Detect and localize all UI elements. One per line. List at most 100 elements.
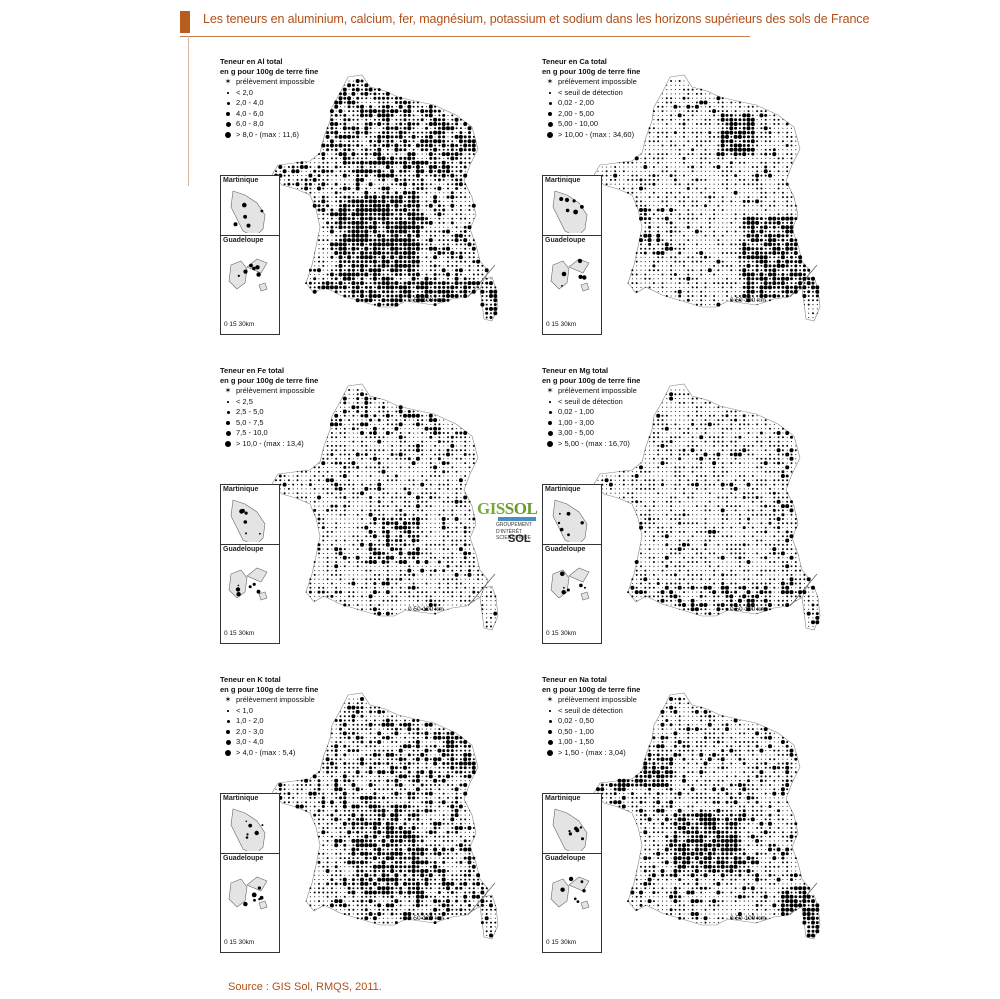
- sample-dot: [443, 505, 445, 507]
- sample-dot: [408, 174, 411, 177]
- sample-dot: [764, 148, 767, 151]
- sample-dot: [472, 153, 475, 156]
- sample-dot: [696, 196, 698, 198]
- sample-dot: [416, 556, 419, 559]
- legend-item: 6,0 - 8,0: [220, 119, 370, 130]
- sample-dot: [434, 213, 437, 216]
- sample-dot: [700, 243, 702, 245]
- sample-dot: [387, 488, 389, 490]
- sample-dot: [408, 299, 411, 302]
- sample-dot: [746, 272, 751, 277]
- sample-dot: [374, 475, 376, 477]
- sample-dot: [374, 419, 376, 421]
- sample-dot: [666, 183, 668, 185]
- sample-dot: [335, 457, 338, 460]
- sample-dot: [739, 175, 741, 177]
- sample-dot: [772, 234, 776, 238]
- sample-dot: [756, 295, 759, 297]
- sample-dot: [661, 226, 664, 228]
- sample-dot: [468, 526, 471, 529]
- sample-dot: [683, 295, 685, 297]
- sample-dot: [451, 479, 453, 481]
- sample-dot: [425, 522, 428, 524]
- sample-dot: [730, 291, 732, 293]
- sample-dot: [395, 457, 398, 460]
- sample-dot: [622, 170, 625, 173]
- sample-dot: [704, 295, 707, 297]
- sample-dot: [493, 311, 498, 316]
- sample-dot: [460, 278, 462, 280]
- sample-dot: [760, 166, 762, 168]
- sample-dot: [327, 544, 329, 546]
- sample-dot: [717, 118, 720, 121]
- sample-dot: [730, 101, 733, 104]
- sample-dot: [692, 226, 694, 228]
- sample-dot: [391, 187, 393, 190]
- sample-dot: [421, 514, 423, 516]
- sample-dot: [425, 200, 428, 203]
- sample-dot: [683, 88, 685, 91]
- sample-dot: [399, 260, 403, 264]
- sample-dot: [403, 530, 407, 534]
- sample-dot: [403, 255, 407, 259]
- sample-dot: [460, 187, 462, 190]
- sample-dot: [357, 432, 359, 434]
- sample-dot: [666, 89, 668, 91]
- sample-dot: [322, 471, 324, 473]
- sample-dot: [443, 256, 445, 258]
- sample-dot: [777, 277, 781, 281]
- sample-dot: [378, 406, 381, 409]
- sample-dot: [357, 445, 359, 447]
- sample-dot: [657, 114, 659, 116]
- sample-dot: [403, 229, 407, 234]
- sample-dot: [360, 233, 364, 238]
- sample-dot: [360, 208, 364, 212]
- sample-dot: [424, 289, 429, 294]
- sample-dot: [361, 428, 363, 430]
- sample-dot: [460, 471, 462, 473]
- sample-dot: [357, 544, 359, 546]
- sample-dot: [468, 522, 471, 524]
- sample-dot: [314, 265, 316, 267]
- sample-dot: [378, 221, 381, 224]
- sample-dot: [335, 269, 338, 272]
- sample-dot: [764, 135, 767, 138]
- sample-dot: [360, 92, 364, 96]
- sample-dot: [430, 187, 432, 190]
- sample-dot: [442, 221, 445, 224]
- sample-dot: [424, 426, 429, 431]
- sample-dot: [459, 239, 462, 242]
- sample-dot: [342, 186, 347, 191]
- sample-dot: [433, 418, 438, 423]
- sample-dot: [790, 209, 793, 211]
- sample-dot: [738, 277, 741, 280]
- sample-dot: [742, 147, 747, 152]
- sample-dot: [368, 512, 373, 517]
- sample-dot: [434, 269, 437, 272]
- sample-dot: [322, 273, 324, 276]
- sample-dot: [417, 114, 419, 116]
- sample-dot: [679, 265, 681, 267]
- sample-dot: [456, 162, 458, 164]
- scale-bar: 0 50 100 km: [730, 297, 766, 304]
- sample-dot: [756, 243, 759, 246]
- sample-dot: [438, 247, 441, 250]
- sample-dot: [443, 436, 445, 438]
- sample-dot: [756, 153, 758, 155]
- sample-dot: [687, 132, 689, 134]
- sample-dot: [369, 436, 372, 439]
- sample-dot: [683, 209, 685, 211]
- sample-dot: [636, 187, 638, 190]
- sample-dot: [404, 234, 406, 237]
- sample-dot: [763, 281, 768, 286]
- sample-dot: [485, 277, 488, 280]
- sample-dot: [683, 256, 685, 258]
- sample-dot: [428, 113, 433, 118]
- sample-dot: [408, 487, 411, 490]
- sample-dot: [692, 265, 694, 267]
- sample-dot: [421, 557, 423, 559]
- sample-dot: [464, 183, 467, 186]
- sample-dot: [460, 475, 462, 477]
- sample-dot: [413, 466, 415, 468]
- sample-dot: [456, 552, 458, 554]
